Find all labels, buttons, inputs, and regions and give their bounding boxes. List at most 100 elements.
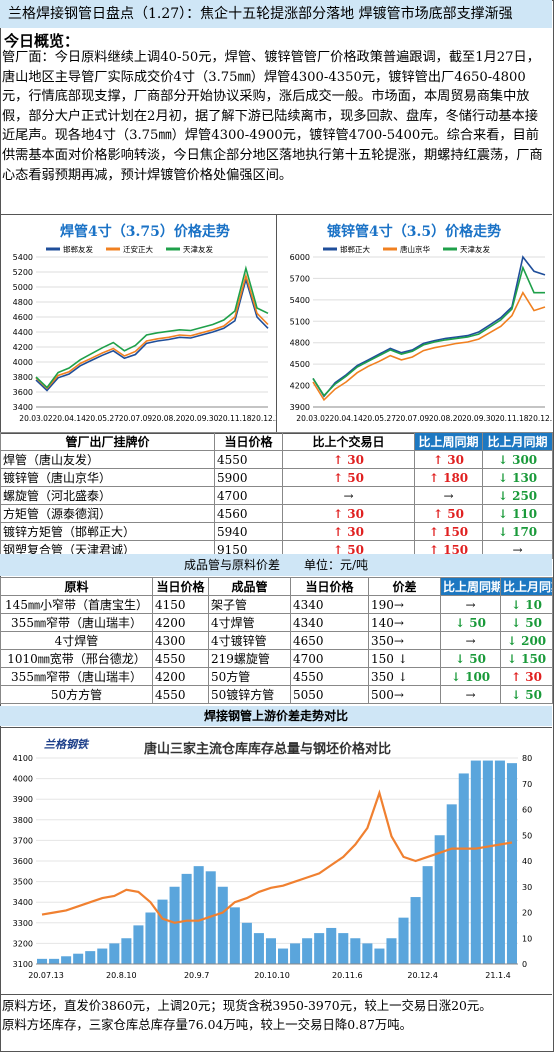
- welded-pipe-chart: 焊管4寸（3.75）价格走势 3400 3600 3800 4000 4200 4400 4…: [0, 215, 285, 433]
- series-line-0: [35, 276, 269, 392]
- col-header: 当日价格: [214, 432, 283, 451]
- footer-line: 原料方坯库存，三家仓库总库存量76.04万吨，较上一交易日降0.87万吨。: [2, 1017, 412, 1032]
- y2-tick-label: 10: [522, 934, 532, 943]
- inventory-chart-svg: 3100 3200 3300 3400 3500 3600 3700 3800 3900 4000…: [13, 754, 533, 980]
- col-header: 比上月同期: [482, 432, 553, 451]
- table-cell: ↓ 300: [482, 450, 553, 469]
- table-cell: 190→: [368, 595, 441, 614]
- footer-notes: 原料方坯，直发价3860元，上调20元；现货含税3950-3970元，较上一交易…: [2, 996, 550, 1034]
- y-tick-label: 3400: [13, 403, 33, 412]
- table-cell: 500→: [368, 685, 441, 704]
- bar: [506, 763, 517, 964]
- y-tick-label: 4800: [290, 339, 310, 348]
- y-tick-label: 5000: [13, 283, 33, 292]
- table-cell: 350→: [368, 631, 441, 650]
- table-cell: →: [440, 685, 501, 704]
- logo: 兰格钢铁: [44, 738, 88, 751]
- series-line-1: [312, 291, 546, 402]
- bar: [73, 953, 84, 964]
- table-cell: 架子管: [208, 595, 291, 614]
- x-tick-label: 20.11.18: [495, 414, 529, 423]
- table-cell: 355㎜窄带（唐山瑞丰）: [0, 667, 153, 686]
- table-cell: ↓ 10: [500, 595, 553, 614]
- table-cell: ↓ 110: [482, 504, 553, 523]
- table-cell: →: [440, 631, 501, 650]
- y2-tick-label: 0: [522, 960, 527, 969]
- chart-title: 唐山三家主流仓库库存总量与钢坯价格对比: [144, 742, 392, 757]
- table-cell: 4650: [290, 631, 369, 650]
- chart-title: 焊管4寸（3.75）价格走势: [60, 224, 230, 240]
- y-tick-label: 5400: [13, 253, 33, 262]
- table-cell: ↑ 30: [282, 504, 415, 523]
- table-row: 355㎜窄带（唐山瑞丰） 4200 50方管 4550 350 ↓ ↓ 100 ↑ 30: [0, 667, 553, 686]
- table-cell: 140→: [368, 613, 441, 632]
- table-cell: ↑ 30: [414, 450, 483, 469]
- y-tick-label: 3900: [290, 403, 310, 412]
- x-tick-label: 20.10.10: [254, 971, 290, 980]
- table-cell: 4200: [152, 667, 209, 686]
- table-cell: 4550: [152, 685, 209, 704]
- table-cell: 4寸焊管: [208, 613, 291, 632]
- x-tick-label: 20.07.09: [119, 414, 153, 423]
- table-cell: 4200: [152, 613, 209, 632]
- x-tick-label: 20.03.02: [19, 414, 53, 423]
- table-row: 镀锌方矩管（邯郸正大） 5940 ↑ 30 ↑ 150 ↓ 170: [0, 522, 553, 541]
- spread-table: 原料 当日价格 成品管 当日价格 价差 比上周同期 比上月同期 145㎜小窄带（…: [0, 577, 553, 704]
- table-cell: ↓ 200: [500, 631, 553, 650]
- overview-heading: 今日概览：: [4, 32, 80, 50]
- table-cell: ↓ 130: [482, 468, 553, 487]
- table-cell: 150 ↓: [368, 649, 441, 668]
- bar: [169, 886, 180, 964]
- bar: [157, 899, 168, 964]
- table-cell: 4700: [214, 486, 283, 505]
- x-tick-label: 20.11.18: [218, 414, 252, 423]
- legend-label: 天津友发: [460, 244, 490, 254]
- bar: [61, 956, 72, 964]
- bar: [482, 760, 493, 964]
- bar: [494, 760, 505, 964]
- y-tick-label: 5400: [290, 296, 310, 305]
- table-cell: 4700: [290, 649, 369, 668]
- table-cell: 145㎜小窄带（首唐宝生）: [0, 595, 153, 614]
- table-row: 4寸焊管 4300 4寸镀锌管 4650 350→ → ↓ 200: [0, 631, 553, 650]
- y-tick-label: 3600: [13, 388, 33, 397]
- legend-label: 邯郸友发: [63, 244, 93, 254]
- y-tick-label: 4000: [13, 775, 33, 784]
- col-header: 价差: [368, 577, 441, 596]
- table-cell: 4300: [152, 631, 209, 650]
- bar: [374, 948, 385, 964]
- bar: [145, 912, 156, 964]
- bar: [350, 938, 361, 964]
- page-title: 兰格焊接钢管日盘点（1.27）：焦企十五轮提涨部分落地 焊镀管市场底部支撑渐强: [0, 0, 552, 28]
- bar: [181, 873, 192, 964]
- y-tick-label: 3700: [13, 836, 33, 845]
- y-tick-label: 4200: [290, 382, 310, 391]
- overview-body: 管厂面：今日原料继续上调40-50元，焊管、镀锌管管厂价格政策普遍跟调，截至1月…: [2, 50, 543, 183]
- table-cell: ↑ 30: [282, 450, 415, 469]
- y-tick-label: 4100: [13, 754, 33, 763]
- bar: [458, 773, 469, 964]
- y2-tick-label: 70: [522, 780, 532, 789]
- y-tick-label: 3400: [13, 898, 33, 907]
- table-cell: ↓ 50: [440, 649, 501, 668]
- table-cell: ↑ 150: [414, 522, 483, 541]
- y2-tick-label: 40: [522, 857, 532, 866]
- y-tick-label: 3800: [13, 816, 33, 825]
- y-tick-label: 3100: [13, 960, 33, 969]
- table-row: 145㎜小窄带（首唐宝生） 4150 架子管 4340 190→ → ↓ 10: [0, 595, 553, 614]
- mill-price-table: 管厂出厂挂牌价 当日价格 比上个交易日 比上周同期 比上月同期 焊管（唐山友发）…: [0, 432, 553, 559]
- x-tick-label: 20.12.30: [251, 414, 276, 423]
- table-cell: 方矩管（源泰德润）: [0, 504, 215, 523]
- table-cell: 螺旋管（河北盛泰）: [0, 486, 215, 505]
- col-header: 成品管: [208, 577, 291, 596]
- x-tick-label: 20.8.10: [106, 971, 137, 980]
- y-tick-label: 4200: [13, 343, 33, 352]
- y-tick-label: 3300: [13, 919, 33, 928]
- legend-label: 天津友发: [183, 244, 213, 254]
- table-cell: →: [414, 486, 483, 505]
- table-cell: 4550: [152, 649, 209, 668]
- table-cell: 4340: [290, 613, 369, 632]
- y-tick-label: 3500: [13, 878, 33, 887]
- series-line-1: [35, 272, 269, 390]
- y2-tick-label: 50: [522, 831, 532, 840]
